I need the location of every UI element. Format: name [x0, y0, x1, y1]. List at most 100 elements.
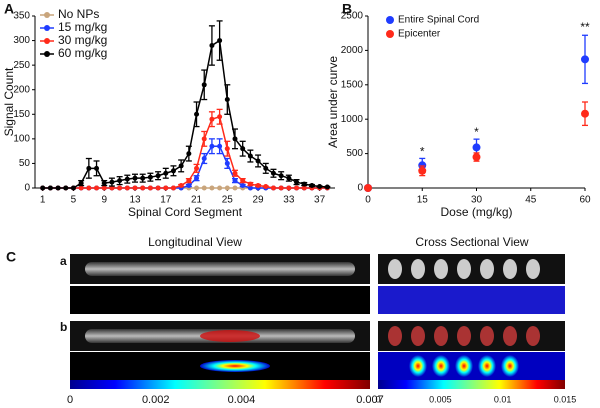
point: [109, 185, 115, 191]
y-tick-label: 500: [346, 148, 363, 159]
point: [78, 185, 84, 191]
x-axis-label: Dose (mg/kg): [440, 205, 512, 219]
point: [163, 185, 169, 191]
point: [286, 175, 292, 181]
line: [42, 145, 328, 189]
point: [132, 175, 138, 181]
point: [170, 185, 176, 191]
point: [263, 165, 269, 171]
legend-marker: [386, 30, 394, 38]
point: [86, 185, 92, 191]
point: [247, 153, 253, 159]
y-tick-label: 300: [13, 35, 30, 46]
point: [194, 175, 200, 181]
y-tick-label: 150: [13, 109, 30, 120]
point: [217, 114, 223, 120]
point: [364, 184, 372, 192]
point: [201, 136, 207, 142]
colorbar-tick-label: 0.007: [356, 394, 384, 406]
point: [194, 165, 200, 171]
x-tick-label: 5: [71, 195, 77, 206]
point: [124, 185, 130, 191]
point: [94, 165, 100, 171]
point: [232, 178, 238, 184]
point: [101, 180, 107, 186]
y-axis-label: Signal Count: [2, 67, 16, 136]
point: [263, 184, 269, 190]
point: [201, 185, 207, 191]
point: [40, 185, 46, 191]
panel-title: Cross Sectional View: [415, 235, 528, 249]
point: [140, 185, 146, 191]
y-tick-label: 1000: [341, 114, 364, 125]
colorbar-tick-label: 0.004: [228, 394, 256, 406]
y-tick-label: 0: [357, 183, 363, 194]
point: [63, 185, 69, 191]
point: [201, 82, 207, 88]
point: [209, 143, 215, 149]
point: [255, 183, 261, 189]
y-tick-label: 2000: [341, 45, 364, 56]
x-tick-label: 33: [283, 195, 295, 206]
annotation: **: [580, 20, 590, 34]
x-axis-label: Spinal Cord Segment: [128, 205, 243, 219]
point: [240, 146, 246, 152]
point: [55, 185, 61, 191]
point: [109, 179, 115, 185]
point: [47, 185, 53, 191]
y-tick-label: 0: [24, 183, 30, 194]
point: [232, 170, 238, 176]
point: [224, 146, 230, 152]
x-tick-label: 29: [253, 195, 265, 206]
colorbar-tick-label: 0.01: [494, 394, 512, 404]
point: [209, 116, 215, 122]
x-tick-label: 45: [525, 195, 537, 206]
x-tick-label: 25: [222, 195, 234, 206]
y-axis-label: Area under curve: [326, 56, 340, 148]
point: [147, 174, 153, 180]
colorbar: [70, 380, 370, 389]
y-tick-label: 200: [13, 84, 30, 95]
point: [270, 185, 276, 191]
point: [209, 185, 215, 191]
point: [163, 170, 169, 176]
point: [194, 185, 200, 191]
point: [94, 185, 100, 191]
x-tick-label: 21: [191, 195, 203, 206]
image-a-top: [70, 254, 565, 284]
point: [178, 183, 184, 189]
image-a-bottom: [70, 286, 565, 314]
x-tick-label: 1: [40, 195, 46, 206]
point: [232, 136, 238, 142]
point: [224, 97, 230, 103]
point: [70, 185, 76, 191]
point: [155, 185, 161, 191]
legend-label: 15 mg/kg: [58, 20, 107, 34]
point: [301, 185, 307, 191]
point: [170, 168, 176, 174]
legend-label: 60 mg/kg: [58, 46, 107, 60]
point: [278, 173, 284, 179]
point: [286, 185, 292, 191]
point: [247, 181, 253, 187]
point: [86, 165, 92, 171]
point: [240, 183, 246, 189]
x-tick-label: 60: [579, 195, 591, 206]
point: [472, 143, 481, 152]
point: [201, 156, 207, 162]
row-label: b: [60, 320, 67, 334]
legend-label: Entire Spinal Cord: [398, 15, 479, 26]
panel-label: C: [6, 249, 16, 265]
point: [240, 178, 246, 184]
point: [124, 176, 130, 182]
y-tick-label: 350: [13, 11, 30, 22]
point: [278, 185, 284, 191]
point: [224, 160, 230, 166]
point: [117, 185, 123, 191]
y-tick-label: 2500: [341, 11, 364, 22]
point: [186, 183, 192, 189]
line: [42, 39, 328, 189]
point: [132, 185, 138, 191]
legend-label: 30 mg/kg: [58, 33, 107, 47]
point: [247, 185, 253, 191]
